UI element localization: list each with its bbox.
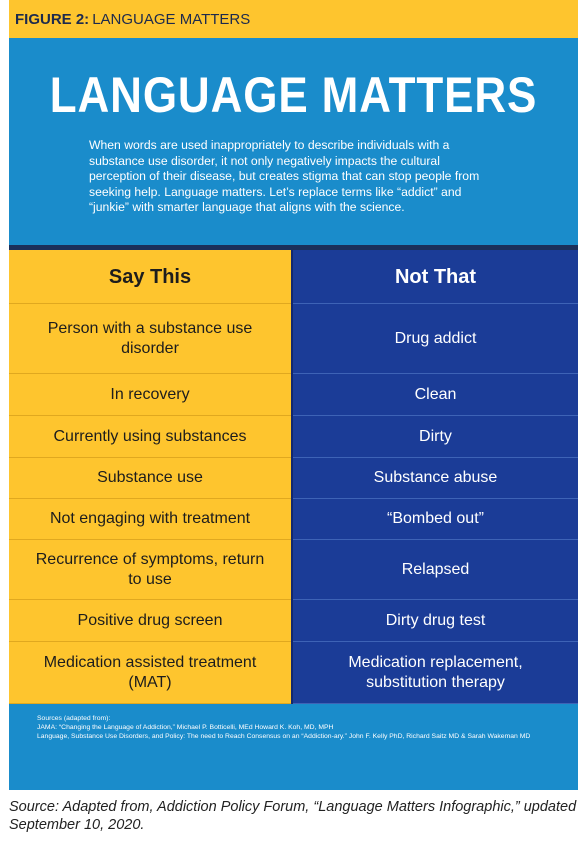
say-this-cell: Person with a substance use disorder — [9, 303, 292, 374]
figure-header: FIGURE 2: LANGUAGE MATTERS — [9, 0, 578, 38]
table-row: Medication assisted treatment (MAT) Medic… — [9, 641, 578, 704]
table-row: Substance use Substance abuse — [9, 457, 578, 499]
not-that-cell: Medication replacement, substitution the… — [291, 641, 578, 704]
infographic: LANGUAGE MATTERS When words are used ina… — [9, 38, 578, 790]
caption: Source: Adapted from, Addiction Policy F… — [9, 799, 577, 833]
not-that-cell: Dirty drug test — [291, 599, 578, 642]
table-row: Recurrence of symptoms, return to use Rel… — [9, 539, 578, 600]
header-row: Say This Not That — [9, 250, 578, 304]
source-item: Language, Substance Use Disorders, and P… — [37, 733, 531, 740]
not-that-cell: Substance abuse — [291, 457, 578, 499]
not-that-cell: Drug addict — [291, 303, 578, 374]
divider — [9, 245, 578, 250]
sources-label: Sources (adapted from): — [37, 715, 111, 722]
table-row: In recovery Clean — [9, 373, 578, 416]
say-this-cell: In recovery — [9, 373, 292, 416]
source-item: JAMA: “Changing the Language of Addictio… — [37, 724, 334, 731]
intro: When words are used inappropriately to d… — [89, 138, 480, 214]
column-header: Not That — [291, 250, 578, 304]
say-this-cell: Positive drug screen — [9, 599, 292, 642]
figure-label: FIGURE 2: — [15, 11, 90, 28]
figure-title: LANGUAGE MATTERS — [92, 11, 251, 28]
table-row: Positive drug screen Dirty drug test — [9, 599, 578, 642]
not-that-cell: Relapsed — [291, 539, 578, 600]
table-body: Person with a substance use disorder Drug… — [9, 303, 578, 704]
sources: Sources (adapted from): JAMA: “Changing … — [37, 714, 530, 741]
title: LANGUAGE MATTERS — [49, 67, 538, 123]
say-this-cell: Currently using substances — [9, 415, 292, 458]
table-row: Person with a substance use disorder Drug… — [9, 303, 578, 374]
say-this-cell: Not engaging with treatment — [9, 498, 292, 540]
column-header: Say This — [9, 250, 292, 304]
table-row: Currently using substances Dirty — [9, 415, 578, 458]
say-this-cell: Substance use — [9, 457, 292, 499]
table-row: Not engaging with treatment “Bombed out” — [9, 498, 578, 540]
say-this-cell: Recurrence of symptoms, return to use — [9, 539, 292, 600]
say-this-cell: Medication assisted treatment (MAT) — [9, 641, 292, 704]
not-that-cell: “Bombed out” — [291, 498, 578, 540]
language-table: Say This Not That Person with a substanc… — [9, 250, 578, 704]
not-that-cell: Dirty — [291, 415, 578, 458]
not-that-cell: Clean — [291, 373, 578, 416]
